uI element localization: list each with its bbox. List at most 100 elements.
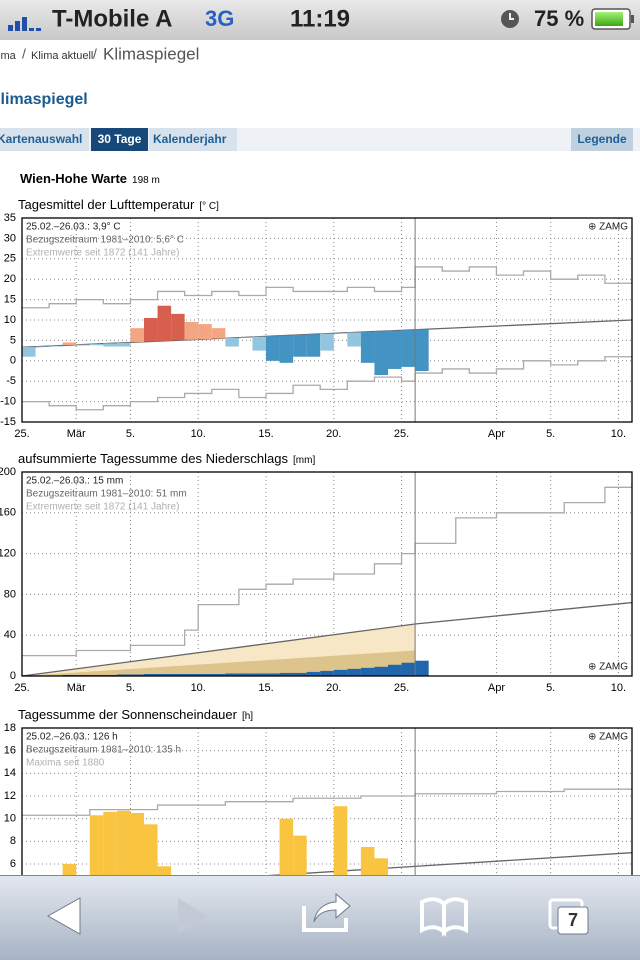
battery-icon [591, 8, 634, 30]
tab[interactable]: Kartenauswahl [0, 132, 82, 146]
legend-button[interactable]: Legende [577, 132, 627, 146]
x-tick-label: 25. [14, 428, 29, 440]
bar [266, 673, 280, 676]
x-tick-label: 10. [191, 682, 206, 694]
bar [89, 343, 104, 346]
bar [144, 673, 158, 676]
x-tick-label: 25. [14, 682, 29, 694]
bar [211, 673, 226, 676]
y-tick-label: -5 [6, 375, 16, 387]
credit: ⊕ ZAMG [588, 732, 628, 743]
breadcrumb-item[interactable]: Klima aktuell [31, 50, 93, 62]
station-name: Wien-Hohe Warte [20, 171, 127, 186]
x-tick-label: Apr [488, 428, 505, 440]
bar [211, 328, 226, 339]
x-tick-label: 5. [546, 682, 555, 694]
bar [76, 344, 90, 346]
y-tick-label: 14 [4, 767, 16, 779]
y-tick-label: 16 [4, 745, 16, 757]
station-elevation: 198 m [132, 175, 160, 186]
status-bar-bg [0, 0, 640, 40]
tab-bar: Kartenauswahl 30 Tage Kalenderjahr Legen… [0, 128, 640, 151]
y-tick-label: 25 [4, 253, 16, 265]
chart-note: Extremwerte seit 1872 (141 Jahre) [26, 502, 179, 513]
tabs-button[interactable]: 7 [548, 898, 589, 935]
tab[interactable]: Kalenderjahr [153, 132, 227, 146]
extreme-line [22, 482, 632, 657]
bar [238, 673, 253, 676]
bar [225, 673, 239, 676]
y-tick-label: 12 [4, 790, 16, 802]
y-tick-label: 30 [4, 232, 16, 244]
area [22, 650, 416, 676]
chart-note: Extremwerte seit 1872 (141 Jahre) [26, 248, 179, 259]
clock: 11:19 [290, 5, 350, 32]
plot-frame [21, 471, 633, 677]
alarm-icon [501, 10, 519, 28]
chart-title-text: Tagessumme der Sonnenscheindauer [18, 707, 238, 722]
tab-active-bg [91, 128, 148, 151]
page-header: ima / Klima aktuell / Klimaspiegel Klima… [0, 44, 199, 108]
bar [347, 332, 361, 347]
bar [130, 674, 144, 676]
bar [171, 313, 185, 341]
x-tick-label: 5. [126, 682, 135, 694]
tab-bg [0, 128, 89, 151]
x-tick-label: 15. [258, 428, 273, 440]
tab-active[interactable]: 30 Tage [98, 132, 142, 146]
back-button[interactable] [46, 897, 81, 935]
bar [306, 334, 321, 357]
bar [388, 664, 402, 676]
y-tick-label: 120 [0, 548, 16, 560]
battery-text: 75 % [534, 6, 584, 31]
legend-button-bg [571, 128, 633, 151]
breadcrumb-separator: / [93, 46, 97, 62]
bar [401, 662, 416, 676]
x-tick-label: 25. [394, 682, 409, 694]
tab-bg [149, 128, 237, 151]
chart-note: 25.02.–26.03.: 126 h [26, 732, 118, 743]
x-tick-label: 25. [394, 428, 409, 440]
bar [252, 336, 266, 351]
y-tick-label: 6 [10, 858, 16, 870]
bar [225, 337, 239, 347]
bar [415, 329, 429, 371]
y-tick-label: 20 [4, 273, 16, 285]
x-tick-label: 5. [546, 428, 555, 440]
y-tick-label: 15 [4, 294, 16, 306]
share-button[interactable] [302, 892, 351, 932]
breadcrumb-current: Klimaspiegel [103, 44, 199, 63]
y-tick-label: 10 [4, 314, 16, 326]
plot-content [22, 218, 632, 422]
bar [157, 305, 172, 341]
chart-note: Maxima seit 1880 [26, 758, 105, 769]
chart-note: Bezugszeitraum 1981–2010: 5,6° C [26, 235, 184, 246]
extreme-line [22, 356, 632, 411]
carrier: T-Mobile A [52, 5, 172, 32]
page-title: Klimaspiegel [0, 91, 88, 108]
toolbar-bg [0, 875, 640, 960]
bar [415, 660, 429, 676]
bar [360, 331, 375, 363]
chart-note: Bezugszeitraum 1981–2010: 135 h [26, 745, 181, 756]
x-tick-label: 20. [326, 682, 341, 694]
x-tick-label: Mär [67, 682, 86, 694]
bar [238, 337, 253, 338]
bar [306, 671, 321, 676]
bar [279, 335, 294, 363]
bookmarks-button[interactable] [420, 897, 468, 937]
y-tick-label: 80 [4, 588, 16, 600]
extreme-line [22, 266, 632, 309]
y-tick-label: 35 [4, 212, 16, 224]
bar [62, 342, 77, 346]
bar [333, 669, 348, 676]
forward-button [178, 898, 208, 934]
y-tick-label: 40 [4, 629, 16, 641]
chart-title: Tagesmittel der Lufttemperatur [° C] [18, 197, 219, 212]
chart-title: Tagessumme der Sonnenscheindauer [h] [18, 707, 253, 722]
y-tick-label: 18 [4, 722, 16, 734]
bar [130, 328, 144, 343]
chart-title: aufsummierte Tagessumme des Niederschlag… [18, 451, 315, 466]
bar [171, 673, 185, 676]
